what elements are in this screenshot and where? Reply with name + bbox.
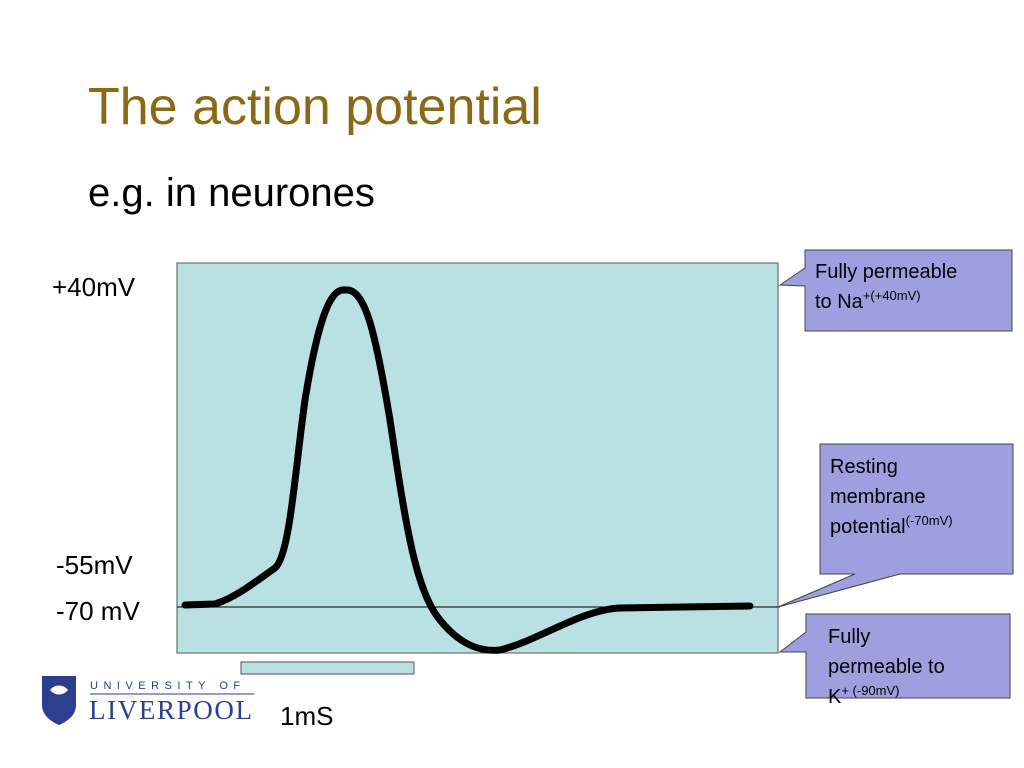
callout-box (778, 613, 1011, 699)
callout-text: to Na+(+40mV) (815, 288, 921, 313)
logo-top: UNIVERSITY OF (90, 680, 246, 692)
text-part: Resting (830, 456, 898, 478)
logo-bottom: LIVERPOOL (89, 695, 252, 725)
text-part: Fully permeable (815, 261, 957, 283)
text-part: Fully (828, 626, 870, 648)
text-part: permeable to (828, 656, 945, 678)
callout-box (778, 249, 1013, 332)
logo-crest (42, 676, 76, 725)
axis-label: -55mV (56, 550, 133, 580)
callout-text: Fully (828, 626, 870, 648)
scale-label: 1mS (280, 701, 333, 731)
callout-box (777, 443, 1014, 608)
subtitle: e.g. in neurones (88, 171, 375, 215)
text-part: +(+40mV) (863, 288, 921, 303)
axis-label: -70 mV (56, 596, 140, 626)
scale-bar (240, 661, 415, 675)
text-part: K (828, 686, 842, 708)
title: The action potential (88, 78, 542, 136)
plot-area (176, 262, 779, 654)
callout-text: Fully permeable (815, 261, 957, 283)
text-part: to Na (815, 291, 864, 313)
text-part: + (-90mV) (841, 683, 899, 698)
text-part: (-70mV) (906, 513, 953, 528)
text-part: potential (830, 516, 906, 538)
callout-text: Resting (830, 456, 898, 478)
text-part: membrane (830, 486, 926, 508)
callout-text: K+ (-90mV) (828, 683, 900, 708)
action-potential-curve (181, 286, 754, 654)
axis-label: +40mV (52, 272, 136, 302)
callout-text: potential(-70mV) (830, 513, 953, 538)
callout-text: permeable to (828, 656, 945, 678)
logo-bird (50, 685, 68, 695)
callout-text: membrane (830, 486, 926, 508)
